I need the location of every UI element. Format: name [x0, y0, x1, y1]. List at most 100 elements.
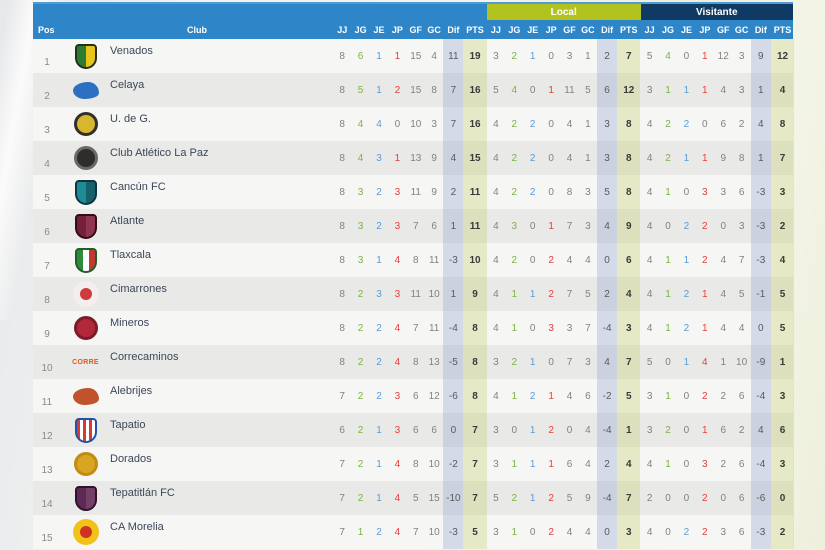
club-row-ca-morelia[interactable]: 15 CA Morelia 7 1 2 4 7 10 -3 5 3 1 0 2 4 4 0 3 4 0 2 2 3 6 -3 2: [33, 515, 795, 549]
stat-general-gc: 9: [431, 152, 437, 164]
club-row-alebrijes[interactable]: 11 Alebrijes 7 2 2 3 6 12 -6 8 4 1 2 1 4 6 -2 5 3 1 0 2 2 6 -4 3: [33, 379, 795, 413]
club-row-tlaxcala[interactable]: 7 Tlaxcala 8 3 1 4 8 11 -3 10 4 2 0 2 4 4 0 6 4 1 1 2 4 7 -3 4: [33, 243, 795, 277]
club-row-tepatitlan-fc[interactable]: 14 Tepatitlán FC 7 2 1 4 5 15 -10 7 5 2 1 2 5 9 -4 7 2 0 0 2 0…: [33, 481, 795, 515]
club-row-mineros[interactable]: 9 Mineros 8 2 2 4 7 11 -4 8 4 1 0 3 3 7 -4 3 4 1 2 1 4 4 0 5: [33, 311, 795, 345]
club-row-dorados[interactable]: 13 Dorados 7 2 1 4 8 10 -2 7 3 1 1 1 6 4 2 4 4 1 0 3 2 6 -4 3: [33, 447, 795, 481]
stat-local-jj: 4: [493, 220, 499, 232]
club-row-tapatio[interactable]: 12 Tapatio 6 2 1 3 6 6 0 7 3 0 1 2 0 4 -4 1 3 2 0 1 6 2 4 6: [33, 413, 795, 447]
stat-general-gc: 6: [431, 220, 437, 232]
stat-local-pts: 1: [617, 413, 641, 447]
col-header-club: Club: [187, 24, 207, 35]
stat-visitante-jj: 2: [646, 492, 653, 504]
stat-local-jj: 4: [493, 118, 499, 130]
stat-local-gf: 4: [566, 152, 573, 164]
col-header-local-gc: GC: [581, 24, 595, 35]
position: 10: [41, 363, 53, 374]
club-row-club-atletico-la-paz[interactable]: 4 Club Atlético La Paz 8 4 3 1 13 9 4 15 4 2 2 0 4 1 3 8 4…: [33, 141, 795, 175]
stat-visitante-dif: -1: [750, 277, 771, 311]
stat-visitante-dif: -3: [750, 515, 771, 549]
club-row-correcaminos[interactable]: 10 CORRE Correcaminos 8 2 2 4 8 13 -5 8 3 2 1 0 7 3 4 7 5 0 1…: [33, 345, 795, 379]
stat-visitante-je: 1: [683, 356, 690, 368]
stat-visitante-jg: 1: [665, 288, 671, 300]
stat-local-gf: 6: [566, 458, 573, 470]
club-name: Celaya: [110, 79, 145, 91]
stat-visitante-gf: 1: [720, 356, 726, 368]
club-row-atlante[interactable]: 6 Atlante 8 3 2 3 7 6 1 11 4 3 0 1 7 3 4 9 4 0 2 2 0 3 -3 2: [33, 209, 795, 243]
club-row-cimarrones[interactable]: 8 Cimarrones 8 2 3 3 11 10 1 9 4 1 1 2 7 5 2 4 4 1 2 1 4 5 -1 5: [33, 277, 795, 311]
stat-general-je: 1: [376, 458, 382, 470]
stat-visitante-gc: 6: [738, 458, 745, 470]
stat-local-gf: 3: [566, 322, 573, 334]
stat-general-je: 3: [376, 152, 382, 164]
stat-local-pts: 5: [617, 379, 641, 413]
stat-general-jp: 3: [394, 390, 401, 402]
stat-visitante-jg: 1: [665, 84, 671, 96]
stat-local-jp: 0: [548, 356, 554, 368]
stat-general-jj: 8: [339, 254, 345, 266]
local-section-band: Local: [486, 4, 641, 20]
stat-visitante-gf: 2: [720, 458, 726, 470]
stat-local-jp: 3: [548, 322, 554, 334]
stat-general-pts: 7: [463, 413, 487, 447]
col-header-visitante-jg: JG: [662, 24, 675, 35]
col-header-local-dif: Dif: [601, 24, 614, 35]
stat-local-jp: 1: [548, 84, 554, 96]
stat-general-dif: -4: [443, 311, 464, 345]
stat-general-je: 3: [376, 288, 382, 300]
stat-visitante-jj: 4: [646, 152, 653, 164]
col-header-visitante-jp: JP: [699, 24, 711, 35]
stat-local-pts: 3: [617, 311, 641, 345]
stat-visitante-pts: 5: [770, 277, 795, 311]
stat-visitante-jp: 2: [702, 390, 708, 402]
position: 9: [44, 329, 50, 340]
stat-visitante-pts: 8: [770, 107, 795, 141]
stat-general-jp: 4: [394, 322, 401, 334]
stat-visitante-gf: 2: [720, 390, 726, 402]
stat-local-jg: 2: [511, 118, 518, 130]
stat-general-gf: 10: [410, 118, 422, 130]
stat-local-pts: 6: [617, 243, 641, 277]
stat-local-je: 1: [529, 424, 536, 436]
stat-visitante-pts: 3: [770, 379, 795, 413]
club-name: Tapatio: [110, 419, 146, 431]
col-header-visitante-pts: PTS: [773, 24, 792, 35]
club-name: Mineros: [110, 317, 150, 329]
stat-visitante-jp: 0: [702, 118, 708, 130]
stat-general-gc: 6: [431, 424, 437, 436]
visitante-section-band: Visitante: [640, 4, 793, 20]
stat-local-gc: 4: [585, 424, 591, 436]
stat-visitante-gc: 5: [738, 288, 745, 300]
stat-visitante-jg: 1: [665, 390, 671, 402]
stat-general-gf: 5: [412, 492, 419, 504]
stat-visitante-dif: -3: [750, 175, 771, 209]
stat-general-pts: 11: [463, 175, 487, 209]
stat-local-pts: 8: [617, 175, 641, 209]
stat-local-gc: 1: [585, 118, 591, 130]
club-row-venados[interactable]: 1 Venados 8 6 1 1 15 4 11 19 3 2 1 0 3 1 2 7 5 4 0 1 12 3 9 12: [33, 39, 795, 73]
stat-general-jp: 3: [394, 186, 401, 198]
stat-general-je: 2: [376, 356, 382, 368]
section-header-row: Local Visitante: [33, 2, 793, 20]
stat-visitante-jg: 0: [665, 526, 671, 538]
stat-visitante-pts: 2: [770, 515, 795, 549]
stat-general-jg: 2: [357, 322, 364, 334]
stat-visitante-dif: -3: [750, 243, 771, 277]
stat-local-je: 2: [529, 118, 536, 130]
club-row-cancun-fc[interactable]: 5 Cancún FC 8 3 2 3 11 9 2 11 4 2 2 0 8 3 5 8 4 1 0 3 3 6 -3 3: [33, 175, 795, 209]
stat-general-je: 1: [376, 254, 382, 266]
stat-local-gf: 11: [564, 84, 575, 96]
stat-local-pts: 7: [617, 39, 641, 73]
stat-local-jg: 2: [511, 254, 518, 266]
stat-local-gf: 4: [566, 254, 573, 266]
club-row-celaya[interactable]: 2 Celaya 8 5 1 2 15 8 7 16 5 4 0 1 11 5 6 12 3 1 1 1 4 3 1 4: [33, 73, 795, 107]
stat-visitante-pts: 3: [770, 447, 795, 481]
stat-local-dif: 2: [597, 39, 618, 73]
standings-table: Local Visitante Pos Club JJ JG JE JP GF GC Dif…: [33, 2, 795, 549]
stat-local-jg: 1: [511, 322, 518, 334]
table-body: 1 Venados 8 6 1 1 15 4 11 19 3 2 1 0 3 1 2 7 5 4 0 1 12 3 9 12 2 Ce…: [33, 39, 795, 549]
stat-visitante-dif: 1: [750, 141, 771, 175]
stat-local-jg: 3: [511, 220, 518, 232]
stat-general-gf: 15: [410, 50, 422, 62]
stat-local-gc: 1: [585, 50, 591, 62]
club-row-u-de-g[interactable]: 3 U. de G. 8 4 4 0 10 3 7 16 4 2 2 0 4 1 3 8 4 2 2 0 6 2 4 8: [33, 107, 795, 141]
